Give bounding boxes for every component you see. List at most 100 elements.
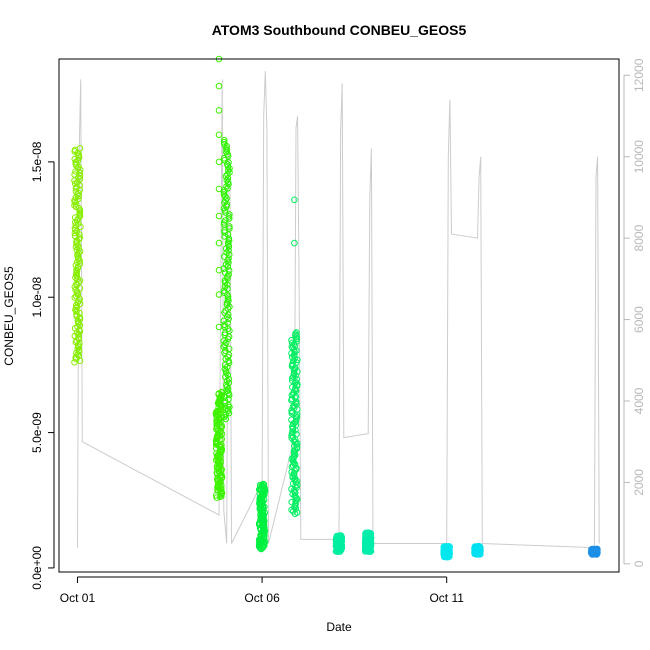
right-tick-label: 4000	[632, 387, 646, 414]
data-point	[215, 239, 223, 247]
right-tick-label: 8000	[632, 224, 646, 251]
data-point	[220, 136, 228, 144]
data-point	[288, 339, 296, 347]
data-point	[256, 481, 264, 489]
data-point	[220, 287, 228, 295]
data-point	[222, 415, 230, 423]
data-point	[291, 348, 298, 356]
right-tick-label: 2000	[632, 469, 646, 496]
data-point	[224, 319, 231, 327]
data-point	[72, 243, 80, 251]
y-axis-label: CONBEU_GEOS5	[2, 266, 16, 366]
secondary-series-line	[77, 71, 600, 549]
data-point	[474, 543, 482, 550]
data-point	[337, 532, 345, 539]
y-tick-label: 0.0e+00	[30, 546, 44, 590]
data-point	[226, 225, 233, 232]
data-point	[288, 416, 295, 424]
data-point	[71, 229, 79, 237]
data-point	[590, 545, 598, 553]
data-point	[223, 183, 230, 190]
data-point	[75, 192, 83, 200]
data-point	[75, 346, 83, 354]
chart-title: ATOM3 Southbound CONBEU_GEOS5	[212, 22, 467, 38]
data-point	[71, 202, 78, 209]
data-point	[225, 235, 233, 242]
data-point	[288, 498, 296, 506]
data-point	[291, 196, 298, 204]
data-point	[72, 262, 80, 269]
right-tick-label: 10000	[632, 140, 646, 174]
data-point	[73, 183, 80, 191]
data-point	[76, 248, 84, 255]
data-point	[220, 191, 228, 198]
data-point	[73, 308, 80, 315]
data-point	[221, 283, 229, 291]
data-point	[445, 543, 453, 550]
data-point	[223, 249, 230, 256]
data-point	[293, 329, 300, 336]
x-axis: Oct 01 Oct 06 Oct 11	[60, 576, 464, 605]
data-point	[73, 266, 80, 274]
data-point	[293, 413, 301, 421]
data-point	[224, 275, 231, 282]
data-point	[75, 151, 82, 158]
data-point	[76, 145, 84, 152]
data-point	[72, 274, 79, 281]
y-tick-label: 5.0e-09	[30, 412, 44, 453]
data-point	[222, 355, 229, 363]
data-point	[72, 203, 80, 211]
data-point	[225, 345, 233, 353]
data-point	[225, 271, 232, 278]
data-point	[215, 131, 223, 139]
data-point	[215, 107, 223, 114]
x-axis-label: Date	[326, 620, 352, 634]
data-point	[221, 397, 229, 405]
data-point	[73, 246, 81, 254]
data-point	[593, 545, 601, 553]
data-point	[224, 171, 231, 178]
data-point	[293, 400, 300, 408]
data-point	[221, 269, 229, 276]
data-point	[72, 188, 80, 195]
right-axis: 0 2000 4000 6000 8000 10000 12000	[623, 58, 646, 567]
data-point	[75, 278, 82, 286]
data-point	[74, 351, 81, 358]
data-point	[76, 175, 84, 183]
data-point	[224, 231, 232, 238]
y-axis: 0.0e+00 5.0e-09 1.0e-08 1.5e-08	[30, 141, 55, 590]
data-point	[74, 242, 82, 249]
data-point	[259, 480, 267, 488]
y-tick-label: 1.0e-08	[30, 277, 44, 318]
data-point	[215, 212, 223, 220]
data-point	[222, 347, 229, 355]
data-point	[292, 330, 299, 338]
secondary-line-layer	[77, 71, 600, 549]
data-point	[220, 337, 228, 345]
data-point	[225, 375, 233, 383]
right-tick-label: 0	[632, 560, 646, 567]
data-point	[72, 194, 80, 201]
data-point	[220, 138, 228, 146]
data-point	[364, 529, 372, 537]
right-tick-label: 12000	[632, 58, 646, 92]
plot-frame	[58, 58, 620, 573]
data-point	[75, 331, 82, 338]
data-point	[220, 413, 228, 421]
data-point	[225, 379, 233, 387]
data-point	[291, 239, 298, 247]
data-point	[76, 234, 83, 241]
data-point	[72, 292, 80, 300]
data-point	[215, 82, 223, 90]
points-layer	[71, 55, 601, 561]
data-point	[75, 334, 82, 341]
x-tick-label: Oct 11	[429, 591, 464, 605]
data-point	[215, 158, 223, 166]
data-point	[362, 529, 370, 537]
data-point	[76, 357, 84, 365]
data-point	[289, 377, 296, 385]
data-point	[293, 509, 301, 516]
x-tick-label: Oct 06	[244, 591, 280, 605]
data-point	[224, 371, 232, 379]
